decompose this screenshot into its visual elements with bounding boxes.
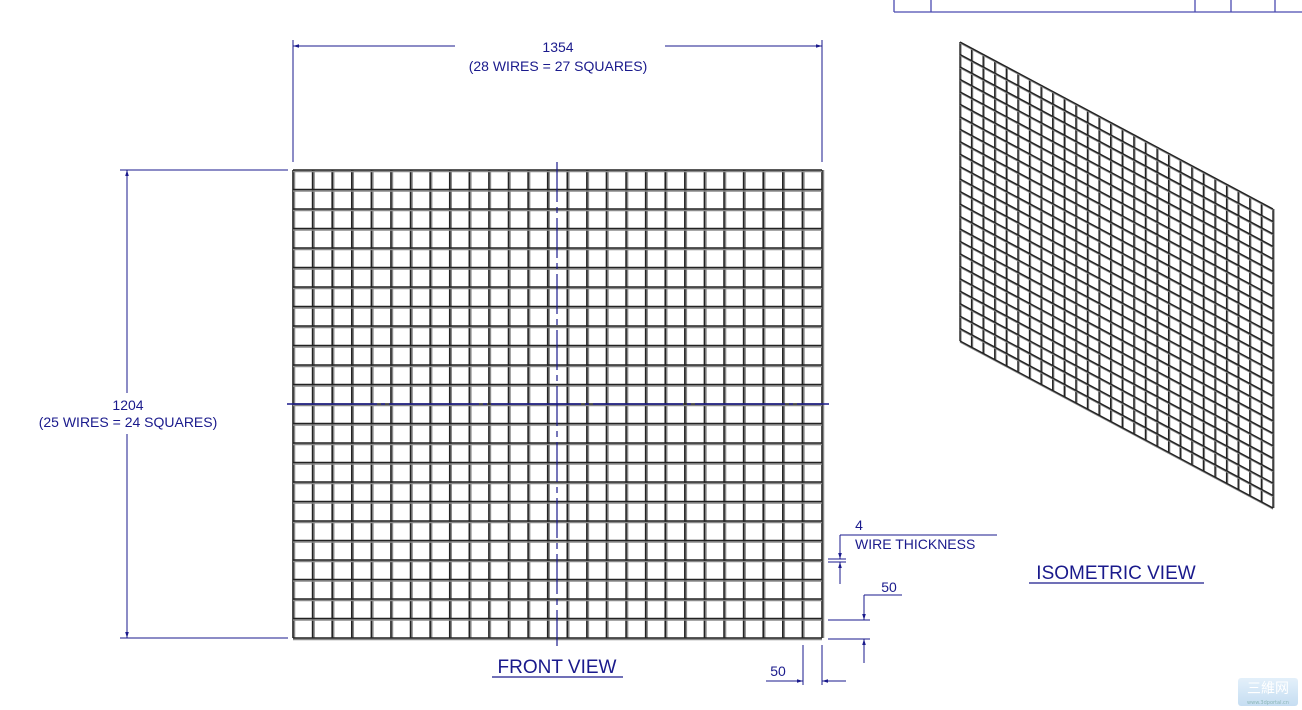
- iso-horizontal-wire: [959, 203, 1274, 372]
- iso-horizontal-wire: [959, 228, 1274, 397]
- isometric-view-mesh: [959, 41, 1275, 510]
- wire-thickness-value: 4: [855, 517, 863, 533]
- iso-horizontal-wire: [959, 66, 1274, 235]
- iso-horizontal-wire: [959, 265, 1274, 434]
- iso-horizontal-wire-shadow: [959, 328, 1274, 498]
- iso-horizontal-wire: [959, 278, 1274, 447]
- iso-horizontal-wire-shadow: [959, 341, 1274, 510]
- iso-horizontal-wire: [959, 53, 1274, 223]
- iso-horizontal-wire: [959, 103, 1274, 272]
- iso-horizontal-wire: [959, 141, 1274, 310]
- iso-horizontal-wire-shadow: [959, 229, 1274, 398]
- iso-horizontal-wire: [959, 91, 1274, 260]
- height-dimension: [120, 169, 288, 639]
- watermark-url: www.3dportal.cn: [1247, 700, 1289, 706]
- iso-horizontal-wire: [959, 327, 1274, 497]
- watermark-text: 三維网: [1247, 681, 1289, 697]
- iso-horizontal-wire-shadow: [959, 154, 1274, 323]
- iso-horizontal-wire-shadow: [959, 179, 1274, 348]
- iso-horizontal-wire-shadow: [959, 304, 1274, 473]
- right-spacing-value: 50: [881, 579, 897, 595]
- iso-horizontal-wire-shadow: [959, 191, 1274, 361]
- iso-horizontal-wire-shadow: [959, 266, 1274, 435]
- iso-horizontal-wire: [959, 215, 1274, 385]
- height-note: (25 WIRES = 24 SQUARES): [39, 414, 218, 430]
- height-value: 1204: [112, 397, 143, 413]
- width-value: 1354: [542, 39, 573, 55]
- wire-thickness-dimension: [828, 534, 997, 584]
- iso-horizontal-wire: [959, 178, 1274, 347]
- iso-horizontal-wire: [959, 253, 1274, 422]
- iso-horizontal-wire-shadow: [959, 129, 1274, 298]
- iso-horizontal-wire-shadow: [959, 42, 1274, 211]
- bottom-spacing-dimension: [766, 645, 846, 685]
- front-view-label: FRONT VIEW: [498, 657, 617, 678]
- iso-horizontal-wire-shadow: [959, 216, 1274, 385]
- iso-horizontal-wire: [959, 340, 1274, 509]
- iso-horizontal-wire: [959, 290, 1274, 459]
- iso-horizontal-wire-shadow: [959, 92, 1274, 261]
- bottom-spacing-value: 50: [770, 663, 786, 679]
- iso-horizontal-wire-shadow: [959, 117, 1274, 286]
- wire-thickness-label: WIRE THICKNESS: [855, 536, 975, 552]
- iso-horizontal-wire: [959, 128, 1274, 297]
- iso-horizontal-wire-shadow: [959, 279, 1274, 448]
- iso-horizontal-wire: [959, 165, 1274, 335]
- iso-horizontal-wire: [959, 153, 1274, 322]
- iso-horizontal-wire-shadow: [959, 316, 1274, 485]
- iso-horizontal-wire-shadow: [959, 241, 1274, 410]
- title-block: [893, 0, 1302, 13]
- watermark-logo: 三維网 www.3dportal.cn: [1238, 678, 1298, 706]
- iso-horizontal-wire: [959, 78, 1274, 247]
- iso-horizontal-wire: [959, 240, 1274, 409]
- iso-horizontal-wire: [959, 303, 1274, 472]
- iso-horizontal-wire-shadow: [959, 79, 1274, 248]
- right-spacing-dimension: [828, 594, 902, 663]
- iso-horizontal-wire-shadow: [959, 142, 1274, 311]
- iso-horizontal-wire-shadow: [959, 54, 1274, 224]
- width-dimension: [292, 40, 823, 162]
- iso-horizontal-wire-shadow: [959, 254, 1274, 423]
- iso-horizontal-wire-shadow: [959, 291, 1274, 460]
- iso-horizontal-wire-shadow: [959, 167, 1274, 336]
- iso-horizontal-wire: [959, 116, 1274, 285]
- iso-horizontal-wire-shadow: [959, 104, 1274, 273]
- iso-horizontal-wire-shadow: [959, 204, 1274, 373]
- width-note: (28 WIRES = 27 SQUARES): [469, 58, 648, 74]
- iso-horizontal-wire-shadow: [959, 67, 1274, 236]
- iso-horizontal-wire: [959, 315, 1274, 484]
- iso-horizontal-wire: [959, 190, 1274, 360]
- isometric-view-label: ISOMETRIC VIEW: [1036, 563, 1195, 584]
- iso-horizontal-wire: [959, 41, 1274, 210]
